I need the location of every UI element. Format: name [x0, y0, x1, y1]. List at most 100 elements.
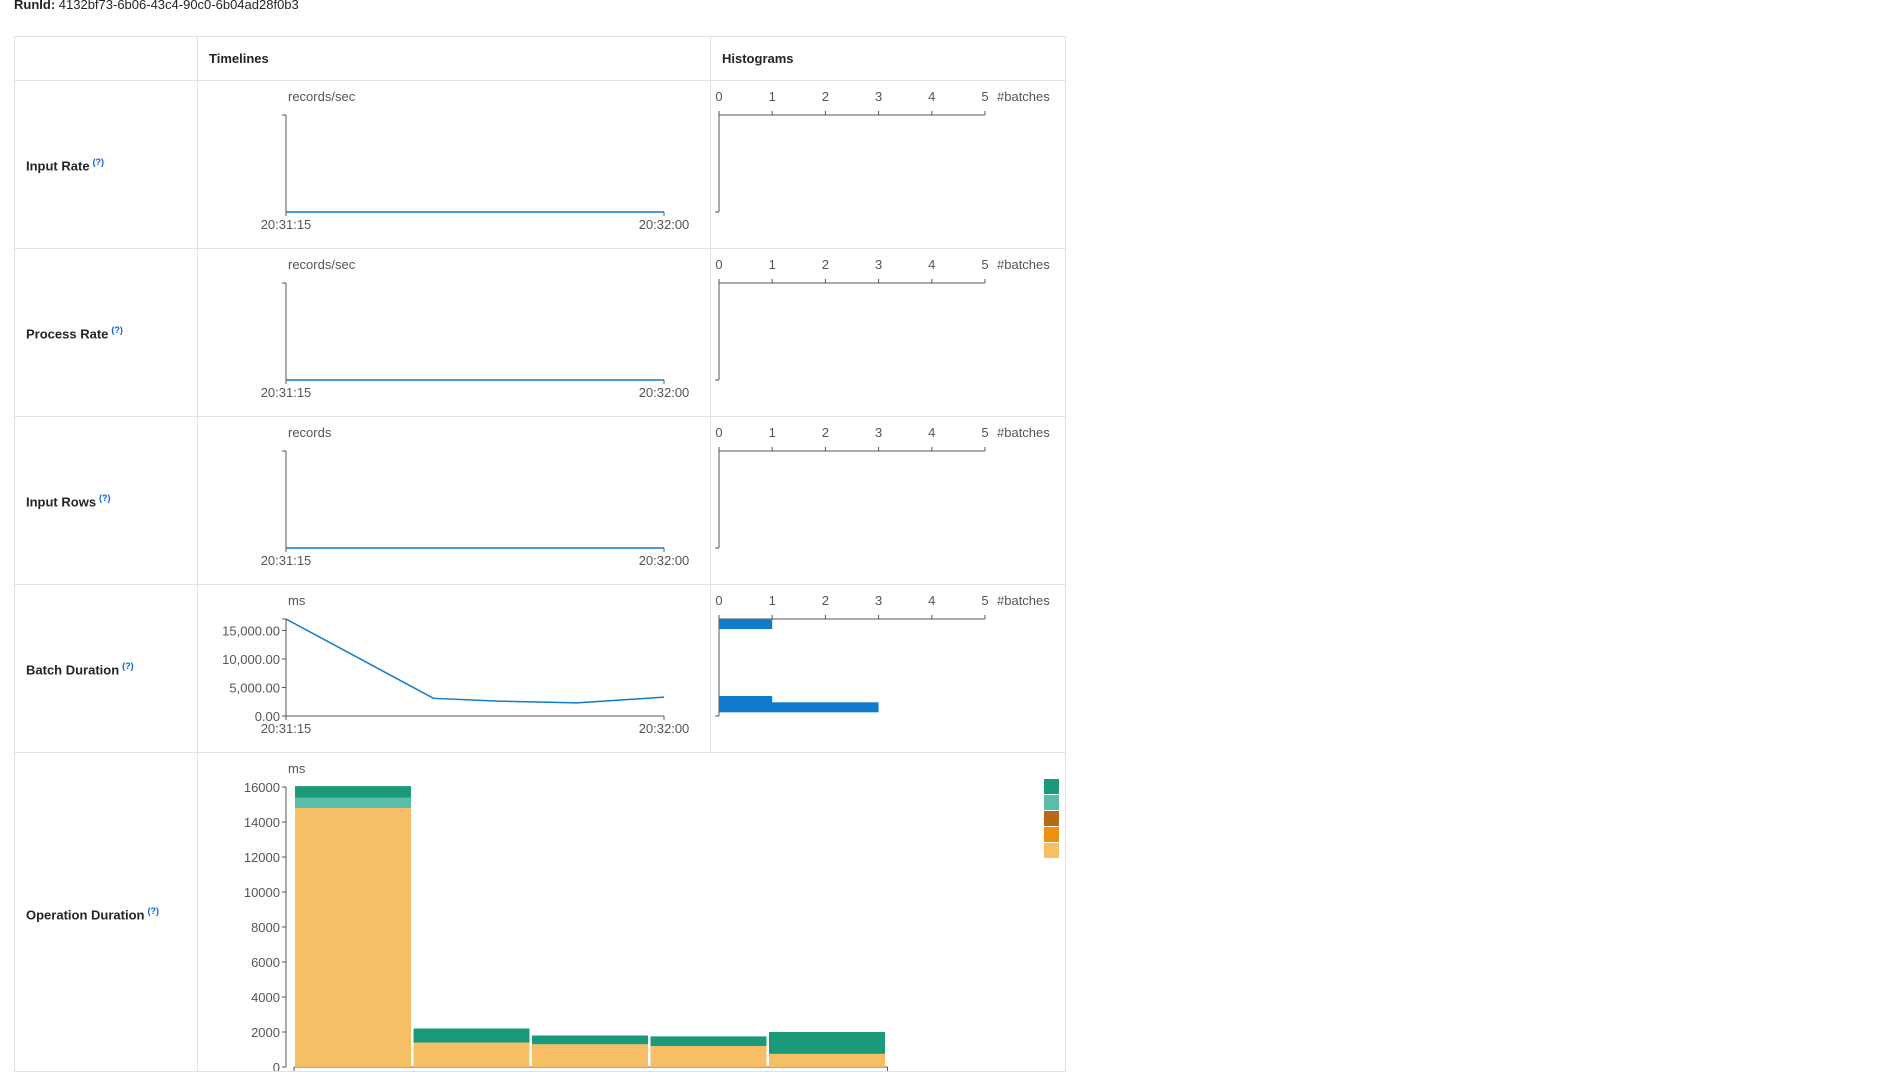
- input-rate-timeline-chart: records/sec 20:31:15 20:32:00: [261, 89, 690, 232]
- batch-duration-histogram-x-tick-label: 3: [875, 593, 882, 608]
- row-batch-duration: Batch Duration (?): [14, 584, 198, 753]
- operation-duration-y-tick-label: 12000: [244, 850, 280, 865]
- process-rate-label: Process Rate: [26, 326, 109, 342]
- operation-duration-cell: ms02000400060008000100001200014000160002…: [197, 752, 1066, 1076]
- operation-duration-y-tick-label: 4000: [251, 990, 280, 1005]
- batch-duration-help-icon[interactable]: (?): [122, 661, 134, 671]
- process-rate-histogram-cell: 0 1 2 3 4 5 #batches: [710, 248, 1066, 417]
- batch-duration-histogram-x-tick-label: 4: [928, 593, 935, 608]
- input-rows-timeline-unit-label: records: [288, 425, 332, 440]
- row-input-rows: Input Rows (?): [14, 416, 198, 585]
- operation-duration-y-tick-label: 0: [273, 1060, 280, 1071]
- operation-duration-bar-segment: [650, 1046, 767, 1067]
- input-rows-histogram-x-tick-label: 0: [715, 425, 722, 440]
- statistics-table: Timelines Histograms Input Rate (?) Proce…: [14, 36, 1066, 1076]
- input-rows-histogram-x-label: #batches: [997, 425, 1050, 440]
- operation-duration-y-tick-label: 8000: [251, 920, 280, 935]
- operation-duration-bar-segment: [769, 1053, 885, 1067]
- operation-duration-chart: ms02000400060008000100001200014000160002…: [244, 761, 1059, 1076]
- input-rate-timeline-x-tick-label: 20:32:00: [639, 217, 690, 232]
- batch-duration-timeline-y-tick-label: 15,000.00: [222, 623, 280, 638]
- input-rate-histogram-x-tick-label: 3: [875, 89, 882, 104]
- input-rate-histogram-x-tick-label: 1: [769, 89, 776, 104]
- input-rows-timeline-chart: records 20:31:15 20:32:00: [261, 425, 690, 568]
- input-rows-histogram-x-tick-label: 3: [875, 425, 882, 440]
- operation-duration-y-tick-label: 14000: [244, 815, 280, 830]
- batch-duration-histogram-chart: 0 1 2 3 4 5 #batches: [715, 593, 1050, 717]
- process-rate-histogram-x-tick-label: 5: [981, 257, 988, 272]
- input-rate-histogram-x-tick-label: 0: [715, 89, 722, 104]
- process-rate-histogram-x-tick-label: 4: [928, 257, 935, 272]
- operation-duration-y-tick-label: 6000: [251, 955, 280, 970]
- operation-duration-bar-segment: [413, 1028, 530, 1043]
- header-timelines: Timelines: [197, 36, 711, 81]
- batch-duration-timeline-x-tick-label: 20:31:15: [261, 721, 312, 736]
- operation-duration-legend-swatch: [1044, 843, 1059, 858]
- batch-duration-histogram-bar: [719, 696, 773, 707]
- batch-duration-label: Batch Duration: [26, 662, 120, 678]
- operation-duration-y-tick-label: 16000: [244, 780, 280, 795]
- batch-duration-histogram-x-tick-label: 1: [769, 593, 776, 608]
- input-rows-histogram-x-tick-label: 2: [822, 425, 829, 440]
- process-rate-timeline-x-tick-label: 20:31:15: [261, 385, 312, 400]
- operation-duration-bar-segment: [295, 786, 411, 798]
- batch-duration-histogram-bar: [719, 619, 773, 629]
- batch-duration-histogram-x-tick-label: 0: [715, 593, 722, 608]
- process-rate-histogram-chart: 0 1 2 3 4 5 #batches: [715, 257, 1050, 381]
- process-rate-timeline-chart: records/sec 20:31:15 20:32:00: [261, 257, 690, 400]
- header-empty-cell: [14, 36, 198, 81]
- operation-duration-legend-swatch: [1044, 827, 1059, 842]
- operation-duration-unit-label: ms: [288, 761, 306, 776]
- run-id-value: 4132bf73-6b06-43c4-90c0-6b04ad28f0b3: [58, 0, 299, 12]
- input-rows-timeline-x-tick-label: 20:31:15: [261, 553, 312, 568]
- process-rate-histogram-x-tick-label: 3: [875, 257, 882, 272]
- input-rate-label: Input Rate: [26, 158, 90, 174]
- batch-duration-timeline-x-tick-label: 20:32:00: [639, 721, 690, 736]
- batch-duration-histogram-cell: 0 1 2 3 4 5 #batches: [710, 584, 1066, 753]
- input-rows-timeline-x-tick-label: 20:32:00: [639, 553, 690, 568]
- operation-duration-y-tick-label: 10000: [244, 885, 280, 900]
- input-rows-histogram-x-tick-label: 4: [928, 425, 935, 440]
- operation-duration-y-tick-label: 2000: [251, 1025, 280, 1040]
- input-rate-help-icon[interactable]: (?): [92, 157, 105, 167]
- input-rows-histogram-cell: 0 1 2 3 4 5 #batches: [710, 416, 1066, 585]
- batch-duration-histogram-x-label: #batches: [997, 593, 1050, 608]
- batch-duration-timeline-y-tick-label: 5,000.00: [229, 680, 280, 695]
- operation-duration-label: Operation Duration: [26, 907, 145, 923]
- operation-duration-legend-swatch: [1044, 779, 1059, 794]
- input-rate-histogram-chart: 0 1 2 3 4 5 #batches: [715, 89, 1050, 213]
- batch-duration-timeline-y-tick-label: 0.00: [255, 709, 280, 724]
- input-rate-timeline-cell: records/sec 20:31:15 20:32:00: [197, 80, 711, 249]
- row-operation-duration: Operation Duration (?): [14, 752, 198, 1072]
- batch-duration-timeline-y-tick-label: 10,000.00: [222, 652, 280, 667]
- operation-duration-bar-segment: [413, 1042, 530, 1067]
- operation-duration-help-icon[interactable]: (?): [147, 906, 159, 916]
- operation-duration-bar-segment: [295, 808, 411, 1067]
- batch-duration-histogram-x-tick-label: 5: [981, 593, 988, 608]
- input-rows-histogram-x-tick-label: 5: [981, 425, 988, 440]
- input-rows-timeline-cell: records 20:31:15 20:32:00: [197, 416, 711, 585]
- batch-duration-histogram-bar: [719, 702, 879, 713]
- input-rate-histogram-x-tick-label: 2: [822, 89, 829, 104]
- operation-duration-legend-swatch: [1044, 795, 1059, 810]
- process-rate-timeline-x-tick-label: 20:32:00: [639, 385, 690, 400]
- input-rows-histogram-chart: 0 1 2 3 4 5 #batches: [715, 425, 1050, 549]
- batch-duration-timeline-chart: ms 0.00 5,000.00 10,000.00 15,000.00 20:31:15…: [222, 593, 690, 736]
- operation-duration-legend-swatch: [1044, 811, 1059, 826]
- operation-duration-bar-segment: [650, 1036, 767, 1046]
- row-input-rate: Input Rate (?): [14, 80, 198, 249]
- batch-duration-timeline-unit-label: ms: [288, 593, 306, 608]
- header-histograms: Histograms: [710, 36, 1066, 81]
- input-rate-histogram-x-label: #batches: [997, 89, 1050, 104]
- input-rows-label: Input Rows: [26, 494, 97, 510]
- process-rate-help-icon[interactable]: (?): [111, 325, 123, 335]
- process-rate-histogram-x-tick-label: 1: [769, 257, 776, 272]
- input-rows-help-icon[interactable]: (?): [99, 493, 111, 503]
- operation-duration-bar-segment: [295, 797, 411, 808]
- process-rate-timeline-unit-label: records/sec: [288, 257, 356, 272]
- input-rate-histogram-cell: 0 1 2 3 4 5 #batches: [710, 80, 1066, 249]
- input-rate-histogram-x-tick-label: 4: [928, 89, 935, 104]
- process-rate-histogram-x-tick-label: 2: [822, 257, 829, 272]
- input-rows-histogram-x-tick-label: 1: [769, 425, 776, 440]
- batch-duration-timeline-cell: ms 0.00 5,000.00 10,000.00 15,000.00 20:31:15…: [197, 584, 711, 753]
